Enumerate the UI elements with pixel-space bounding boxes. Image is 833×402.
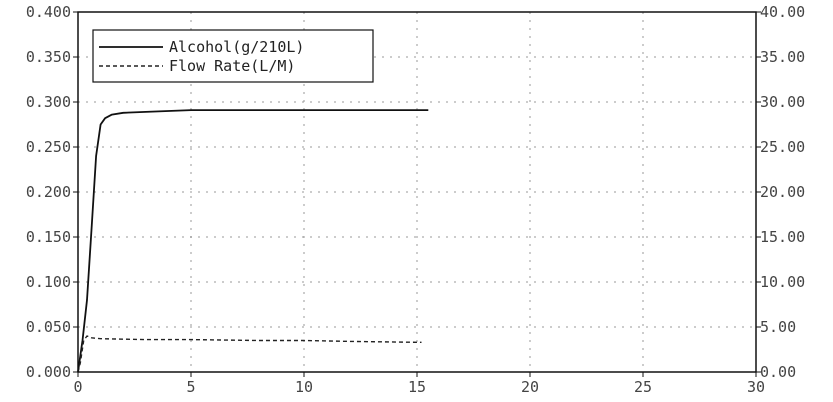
- y-tick-label: 0.200: [26, 183, 71, 201]
- x-tick-label: 30: [747, 378, 765, 396]
- y-tick-label: 0.000: [26, 363, 71, 381]
- y2-tick-label: 30.00: [760, 93, 805, 111]
- legend: Alcohol(g/210L)Flow Rate(L/M): [92, 29, 374, 83]
- y-tick-label: 0.400: [26, 3, 71, 21]
- flow-rate-line: [77, 335, 422, 373]
- x-tick-label: 20: [521, 378, 539, 396]
- x-axis-ticks: 0 5 10 15 20 25 30: [73, 372, 765, 396]
- y2-tick-label: 15.00: [760, 228, 805, 246]
- y-tick-label: 0.150: [26, 228, 71, 246]
- y2-tick-label: 35.00: [760, 48, 805, 66]
- x-tick-label: 10: [295, 378, 313, 396]
- y2-tick-label: 10.00: [760, 273, 805, 291]
- legend-label: Alcohol(g/210L): [169, 38, 304, 56]
- y-tick-label: 0.350: [26, 48, 71, 66]
- y-tick-label: 0.300: [26, 93, 71, 111]
- x-tick-label: 25: [634, 378, 652, 396]
- x-tick-label: 0: [73, 378, 82, 396]
- x-tick-label: 5: [186, 378, 195, 396]
- y-tick-label: 0.050: [26, 318, 71, 336]
- legend-label: Flow Rate(L/M): [169, 57, 295, 75]
- y2-tick-label: 20.00: [760, 183, 805, 201]
- y2-tick-label: 5.00: [760, 318, 796, 336]
- alcohol-line: [77, 109, 429, 373]
- y2-tick-label: 25.00: [760, 138, 805, 156]
- legend-box: [92, 29, 374, 83]
- y2-tick-label: 0.00: [760, 363, 796, 381]
- left-axis-ticks: 0.000 0.050 0.100 0.150 0.200 0.250 0.300 0.350…: [26, 3, 78, 381]
- y2-tick-label: 40.00: [760, 3, 805, 21]
- y-tick-label: 0.250: [26, 138, 71, 156]
- series-lines: [77, 109, 429, 373]
- right-axis-ticks: 0.00 5.00 10.00 15.00 20.00 25.00 30.00 35.00 40…: [756, 3, 805, 381]
- x-tick-label: 15: [408, 378, 426, 396]
- y-tick-label: 0.100: [26, 273, 71, 291]
